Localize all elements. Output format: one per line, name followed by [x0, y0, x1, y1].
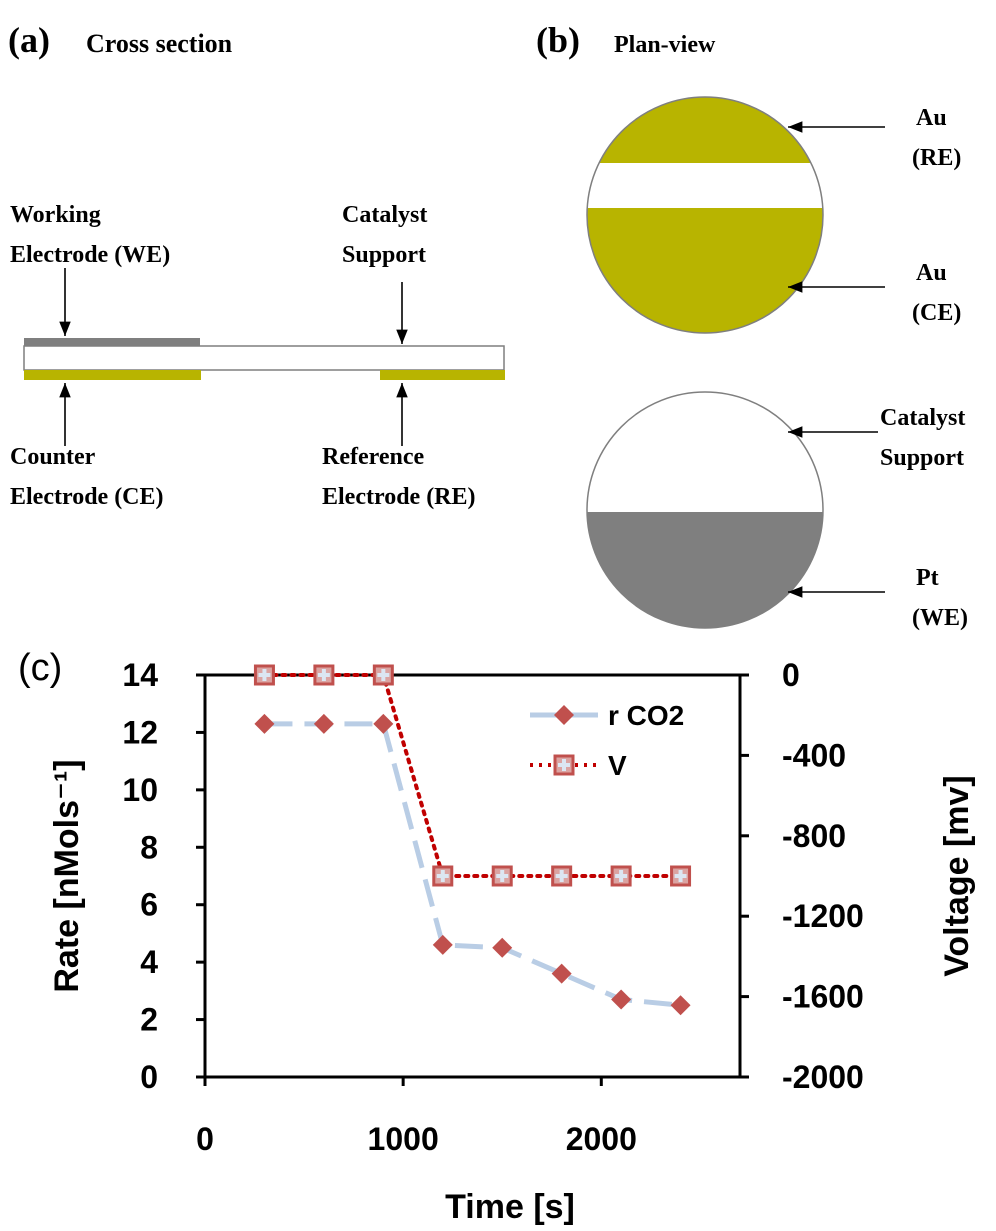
y-tick-label: 4: [140, 944, 158, 980]
annotation: Support: [342, 242, 426, 268]
data-point: [611, 989, 631, 1009]
y-tick-label: 2: [140, 1002, 158, 1038]
y2-tick-label: -400: [782, 737, 846, 773]
y-tick-label: 6: [140, 887, 158, 923]
panel-label: (a): [8, 20, 50, 60]
annotation: Au: [916, 260, 947, 286]
annotation: Electrode (RE): [322, 484, 476, 510]
y-tick-label: 12: [122, 714, 158, 750]
annotation: Catalyst: [880, 405, 965, 431]
y-axis-label: Rate [nMols⁻¹]: [48, 759, 86, 992]
y-tick-label: 10: [122, 772, 158, 808]
data-point: [314, 714, 334, 734]
cross-section: [24, 268, 505, 446]
x-tick-label: 1000: [368, 1121, 439, 1157]
plot: 0 1000 2000 0 2 4 6 8 10 12 14 -2000 -1600 -1200 -800 -…: [122, 657, 863, 1157]
legend-label: V: [608, 750, 627, 781]
x-tick-label: 2000: [566, 1121, 637, 1157]
data-point: [373, 714, 393, 734]
data-point: [552, 964, 572, 984]
annotation: Pt: [916, 565, 939, 591]
data-point: [433, 935, 453, 955]
x-axis-label: Time [s]: [445, 1188, 575, 1226]
annotation: Counter: [10, 444, 96, 470]
panel-label: (b): [536, 20, 580, 60]
page: (a) Cross section Working Electrode (WE)…: [0, 0, 996, 1231]
data-point: [315, 666, 333, 684]
y2-tick-label: 0: [782, 657, 800, 693]
y2-axis-label: Voltage [mv]: [938, 775, 976, 977]
data-point: [254, 714, 274, 734]
annotation: Catalyst: [342, 202, 427, 228]
y2-tick-label: -1600: [782, 979, 864, 1015]
annotation: Electrode (CE): [10, 484, 164, 510]
legend-marker: [555, 756, 573, 774]
y-tick-label: 14: [122, 657, 158, 693]
data-point: [493, 867, 511, 885]
figure: (a) Cross section Working Electrode (WE)…: [0, 0, 996, 1231]
y2-tick-label: -2000: [782, 1059, 864, 1095]
data-point: [374, 666, 392, 684]
y2-tick-label: -1200: [782, 898, 864, 934]
y-tick-label: 0: [140, 1059, 158, 1095]
legend-label: r CO2: [608, 700, 684, 731]
annotation: Electrode (WE): [10, 242, 170, 268]
y-tick-label: 8: [140, 829, 158, 865]
data-point: [492, 938, 512, 958]
x-tick-label: 0: [196, 1121, 214, 1157]
annotation: Reference: [322, 444, 425, 470]
data-point: [434, 867, 452, 885]
panel-title: Plan-view: [614, 32, 716, 58]
data-point: [255, 666, 273, 684]
data-point: [612, 867, 630, 885]
annotation: (WE): [912, 605, 968, 631]
annotation: Support: [880, 445, 964, 471]
data-point: [672, 867, 690, 885]
annotation: Au: [916, 105, 947, 131]
panel-label: (c): [18, 647, 62, 689]
legend-marker: [554, 705, 574, 725]
y2-tick-label: -800: [782, 818, 846, 854]
annotation: (RE): [912, 145, 961, 171]
plan-view: [580, 90, 885, 642]
data-point: [671, 995, 691, 1015]
data-point: [553, 867, 571, 885]
annotation: (CE): [912, 300, 961, 326]
panel-title: Cross section: [86, 29, 233, 58]
annotation: Working: [10, 202, 101, 228]
